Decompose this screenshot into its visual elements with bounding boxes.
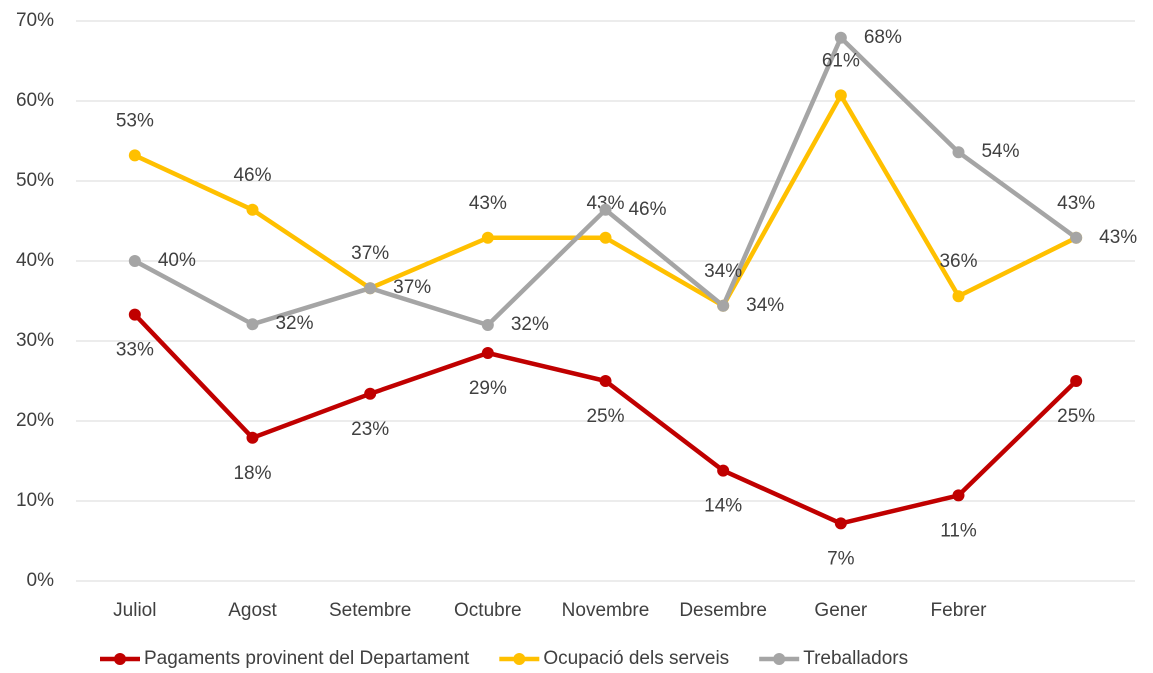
data-label: 46% [233,165,271,186]
data-label: 18% [233,463,271,484]
x-tick-label: Setembre [329,600,411,621]
data-label: 29% [469,378,507,399]
point [128,149,141,162]
point [952,489,965,502]
legend-marker [773,653,786,665]
data-label: 7% [827,548,855,569]
y-tick-label: 20% [16,410,54,431]
point [364,387,377,400]
data-label: 54% [981,141,1019,162]
legend-label: Treballadors [803,648,908,669]
legend-marker [114,653,126,665]
x-tick-label: Juliol [113,600,156,621]
data-label: 36% [939,251,977,272]
point [834,89,847,102]
y-tick-label: 70% [16,10,54,31]
data-label: 33% [116,340,154,361]
data-label: 53% [116,110,154,131]
data-label: 37% [393,277,431,298]
x-tick-label: Novembre [562,600,650,621]
data-label: 25% [586,406,624,427]
x-tick-label: Agost [228,600,277,621]
y-tick-label: 30% [16,330,54,351]
data-label: 11% [940,520,977,541]
data-label: 46% [628,199,666,220]
data-label: 43% [1099,227,1137,248]
legend-marker [513,653,526,665]
data-label: 34% [704,261,742,282]
point [128,308,141,321]
y-tick-label: 0% [27,570,55,591]
data-label: 23% [351,419,389,440]
legend-label: Pagaments provinent del Departament [144,648,470,669]
point [717,464,730,477]
point [1070,375,1083,387]
y-tick-label: 50% [16,170,54,191]
x-tick-label: Octubre [454,600,522,621]
point [481,347,494,359]
data-label: 68% [864,27,902,48]
point [246,431,259,444]
data-label: 37% [351,243,389,264]
y-tick-label: 40% [16,250,54,271]
data-label: 25% [1057,406,1095,427]
data-label: 14% [704,496,742,517]
y-tick-label: 10% [16,490,54,511]
data-label: 32% [275,313,313,334]
data-label: 43% [586,193,624,214]
point [1070,231,1083,244]
point [599,203,612,216]
data-label: 32% [511,314,549,335]
point [246,203,259,216]
data-label: 43% [1057,193,1095,214]
data-label: 40% [158,250,196,271]
x-tick-label: Gener [814,600,867,621]
point [952,290,965,303]
point [717,299,730,312]
point [481,231,494,244]
data-label: 61% [822,50,860,71]
point [599,375,612,387]
y-tick-label: 60% [16,90,54,111]
data-label: 34% [746,295,784,316]
data-label: 43% [469,193,507,214]
point [952,146,965,159]
x-tick-label: Febrer [931,600,988,621]
point [834,517,847,530]
point [834,31,847,44]
point [128,255,141,267]
legend-label: Ocupació dels serveis [543,648,729,669]
point [481,319,494,331]
x-tick-label: Desembre [679,600,767,621]
point [364,282,377,295]
point [246,318,259,331]
point [599,231,612,244]
